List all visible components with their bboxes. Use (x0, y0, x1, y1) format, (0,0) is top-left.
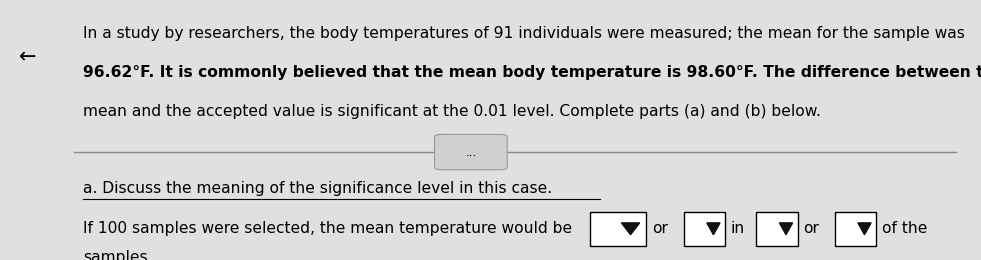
Text: samples.: samples. (83, 250, 153, 260)
Polygon shape (621, 223, 640, 235)
Polygon shape (780, 223, 793, 235)
Text: or: or (652, 221, 668, 236)
FancyBboxPatch shape (0, 0, 74, 260)
Text: mean and the accepted value is significant at the 0.01 level. Complete parts (a): mean and the accepted value is significa… (83, 104, 821, 119)
Polygon shape (858, 223, 871, 235)
FancyBboxPatch shape (835, 212, 876, 246)
Polygon shape (707, 223, 720, 235)
FancyBboxPatch shape (684, 212, 725, 246)
FancyBboxPatch shape (756, 212, 798, 246)
Text: or: or (803, 221, 819, 236)
FancyBboxPatch shape (435, 134, 507, 170)
FancyBboxPatch shape (590, 212, 646, 246)
Text: ←: ← (19, 47, 36, 67)
Text: ...: ... (465, 146, 477, 159)
Text: 96.62°F. It is commonly believed that the mean body temperature is 98.60°F. The : 96.62°F. It is commonly believed that th… (83, 65, 981, 80)
Text: If 100 samples were selected, the mean temperature would be: If 100 samples were selected, the mean t… (83, 221, 573, 236)
Text: in: in (731, 221, 746, 236)
Text: of the: of the (882, 221, 927, 236)
Text: In a study by researchers, the body temperatures of 91 individuals were measured: In a study by researchers, the body temp… (83, 26, 965, 41)
Text: a. Discuss the meaning of the significance level in this case.: a. Discuss the meaning of the significan… (83, 181, 552, 196)
